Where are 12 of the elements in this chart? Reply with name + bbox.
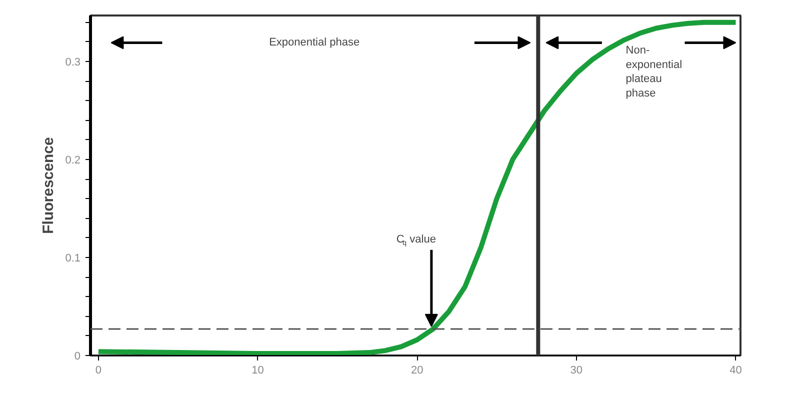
y-tick-label: 0.1 <box>65 252 81 265</box>
y-tick-label: 0.3 <box>65 56 81 69</box>
y-tick-label: 0.2 <box>65 154 81 167</box>
y-tick-label: 0 <box>74 350 81 362</box>
x-tick-label: 30 <box>570 364 583 376</box>
x-tick-label: 10 <box>252 364 264 376</box>
x-tick-label: 40 <box>730 364 742 376</box>
annotation: Exponential phase <box>269 36 360 49</box>
y-axis-title: Fluorescence <box>40 137 58 234</box>
x-tick-label: 20 <box>410 364 424 376</box>
annotation: Non- exponential plateau phase <box>626 44 682 100</box>
x-tick-label: 0 <box>95 364 102 376</box>
